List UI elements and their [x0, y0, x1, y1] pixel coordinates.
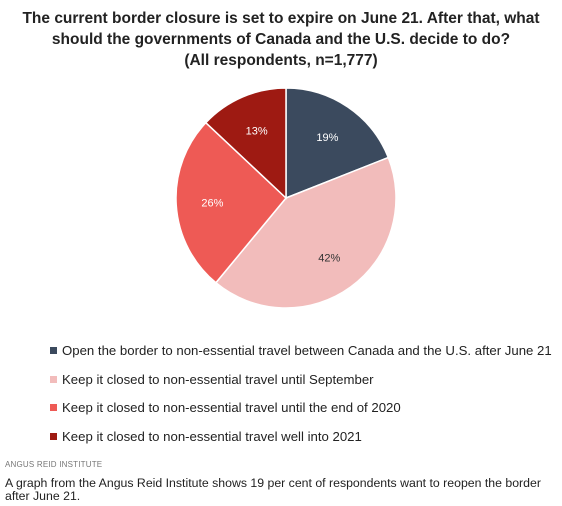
title-line-1: The current border closure is set to exp… — [22, 10, 540, 27]
pie-label-into-2021: 13% — [246, 125, 268, 137]
chart-figure: The current border closure is set to exp… — [10, 8, 552, 451]
pie-label-open-border: 19% — [316, 132, 338, 144]
legend: Open the border to non-essential travel … — [50, 336, 552, 451]
legend-label-into-2021: Keep it closed to non-essential travel w… — [62, 428, 362, 444]
title-line-2: should the governments of Canada and the… — [51, 31, 511, 48]
legend-item-into-2021: Keep it closed to non-essential travel w… — [50, 422, 550, 451]
pie-slice-end-of-2020 — [175, 121, 288, 284]
legend-swatch-into-2021 — [50, 432, 57, 440]
legend-item-until-september: Keep it closed to non-essential travel u… — [50, 365, 550, 394]
pie-slice-open-border — [285, 87, 390, 200]
legend-item-open-border: Open the border to non-essential travel … — [50, 336, 552, 365]
title-line-3: (All respondents, n=1,777) — [184, 52, 378, 69]
pie-label-end-of-2020: 26% — [201, 198, 223, 210]
legend-swatch-open-border — [50, 346, 57, 354]
pie-chart: 19% 42% 26% 13% — [175, 87, 397, 309]
legend-label-open-border: Open the border to non-essential travel … — [62, 342, 552, 358]
legend-label-end-of-2020: Keep it closed to non-essential travel u… — [62, 400, 401, 416]
legend-item-end-of-2020: Keep it closed to non-essential travel u… — [50, 393, 550, 422]
legend-label-until-september: Keep it closed to non-essential travel u… — [62, 371, 374, 387]
legend-swatch-until-september — [50, 375, 57, 383]
legend-swatch-end-of-2020 — [50, 404, 57, 412]
source-credit: ANGUS REID INSTITUTE — [5, 460, 103, 469]
pie-slice-until-september — [214, 156, 397, 309]
image-caption: A graph from the Angus Reid Institute sh… — [5, 476, 541, 503]
chart-title: The current border closure is set to exp… — [10, 8, 552, 71]
pie-label-until-september: 42% — [318, 253, 340, 265]
pie-slice-into-2021 — [204, 87, 287, 200]
